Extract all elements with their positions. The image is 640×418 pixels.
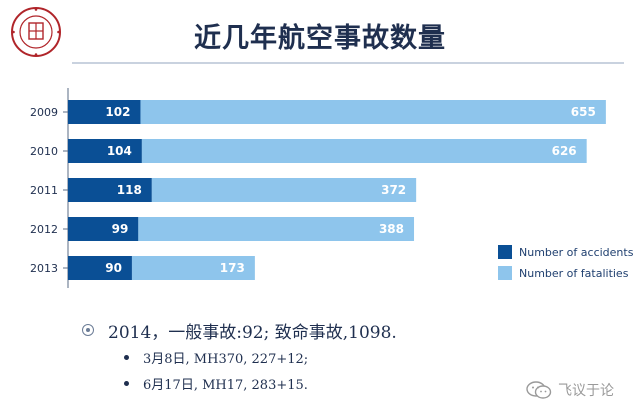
category-label: 2011 (30, 184, 58, 197)
bullet-dot-icon (124, 380, 129, 386)
bar-fatalities (151, 178, 417, 202)
wechat-icon (526, 381, 552, 399)
notes-main-item: 2014，一般事故:92; 致命事故,1098. (82, 318, 602, 343)
data-label-fatalities: 626 (552, 144, 577, 158)
circle-bullet-icon (82, 324, 94, 336)
bar-fatalities (141, 139, 587, 163)
legend-item-fatalities: Number of fatalities (498, 264, 633, 282)
legend-swatch-fatalities (498, 266, 512, 280)
bar-fatalities (140, 100, 606, 124)
bar-accidents (68, 178, 152, 202)
data-label-accidents: 90 (105, 261, 122, 275)
bar-accidents (68, 100, 141, 124)
notes: 2014，一般事故:92; 致命事故,1098. 3月8日, MH370, 22… (82, 318, 602, 394)
bar-fatalities (138, 217, 415, 241)
accidents-fatalities-bar-chart: 2009 102 655 2010 104 626 2011 118 372 2012 99 388 2… (30, 88, 606, 288)
data-label-accidents: 102 (105, 105, 130, 119)
bar-accidents (68, 256, 132, 280)
category-label: 2010 (30, 145, 58, 158)
notes-sub-text: 6月17日, MH17, 283+15. (143, 377, 308, 393)
category-label: 2013 (30, 262, 58, 275)
data-label-accidents: 99 (112, 222, 129, 236)
notes-sub-item: 3月8日, MH370, 227+12; (124, 346, 602, 368)
notes-main-text: 2014，一般事故:92; 致命事故,1098. (108, 322, 397, 343)
bar-fatalities (131, 256, 255, 280)
university-seal-icon (11, 7, 61, 57)
chart-legend: Number of accidents Number of fatalities (498, 243, 633, 285)
data-label-fatalities: 173 (220, 261, 245, 275)
legend-label-fatalities: Number of fatalities (519, 266, 629, 280)
data-label-accidents: 118 (117, 183, 142, 197)
notes-sub-text: 3月8日, MH370, 227+12; (143, 351, 309, 367)
title-divider (72, 62, 624, 64)
bar-accidents (68, 139, 142, 163)
data-label-fatalities: 655 (571, 105, 596, 119)
watermark: 飞议于论 (526, 380, 614, 400)
legend-swatch-accidents (498, 245, 512, 259)
data-label-fatalities: 372 (381, 183, 406, 197)
notes-sub-item: 6月17日, MH17, 283+15. (124, 372, 602, 394)
page-title: 近几年航空事故数量 (194, 23, 446, 54)
legend-label-accidents: Number of accidents (519, 245, 634, 259)
data-label-accidents: 104 (107, 144, 132, 158)
legend-item-accidents: Number of accidents (498, 243, 633, 261)
watermark-text: 飞议于论 (558, 383, 614, 399)
category-label: 2012 (30, 223, 58, 236)
category-label: 2009 (30, 106, 58, 119)
bar-accidents (68, 217, 139, 241)
data-label-fatalities: 388 (379, 222, 404, 236)
bullet-dot-icon (124, 354, 129, 360)
